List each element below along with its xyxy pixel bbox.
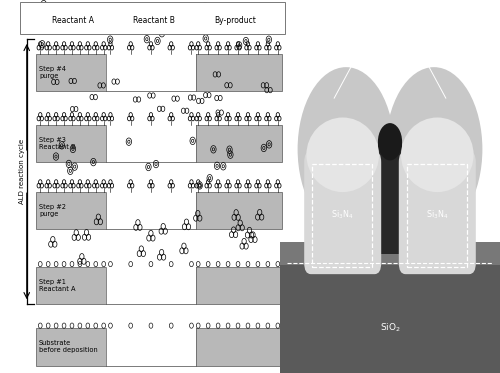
Bar [36,328,282,366]
Bar [106,54,196,91]
Text: Reactant A: Reactant A [52,16,94,25]
Ellipse shape [386,67,482,231]
Text: ALD reaction cycle: ALD reaction cycle [19,139,25,204]
Bar [312,164,372,267]
Bar [106,328,196,366]
Ellipse shape [378,123,402,160]
Bar [378,142,402,254]
Bar [106,267,196,304]
Ellipse shape [298,67,394,231]
FancyBboxPatch shape [399,151,476,274]
Bar [36,267,282,304]
Bar [280,242,500,265]
Ellipse shape [401,117,473,192]
Bar [36,54,282,91]
Text: Si$_3$N$_4$: Si$_3$N$_4$ [426,208,448,221]
Bar [36,125,282,162]
Text: Substrate
before deposition: Substrate before deposition [39,341,98,353]
Bar [106,192,196,229]
Text: Step #4
purge: Step #4 purge [39,66,66,79]
Bar [36,192,282,229]
Text: Si$_3$N$_4$: Si$_3$N$_4$ [332,208,354,221]
Text: By-product: By-product [214,16,256,25]
Text: Step #2
purge: Step #2 purge [39,204,66,217]
Text: b: b [291,22,300,35]
Text: SiO$_2$: SiO$_2$ [380,322,400,335]
Bar [20,2,284,34]
Bar [406,164,467,267]
Text: Step #3
Reactant B: Step #3 Reactant B [39,137,76,150]
Bar [342,138,438,242]
Text: Reactant B: Reactant B [134,16,175,25]
Text: Step #1
Reactant A: Step #1 Reactant A [39,279,76,292]
Text: Er: Al$_2$O$_3$: Er: Al$_2$O$_3$ [371,26,409,39]
FancyBboxPatch shape [304,151,381,274]
Bar [280,250,500,373]
Ellipse shape [306,117,379,192]
Bar [106,125,196,162]
